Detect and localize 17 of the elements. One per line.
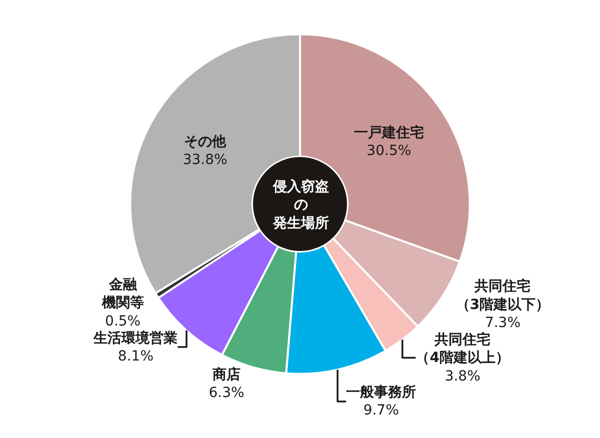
slice-label: 商店	[212, 366, 241, 383]
data-label: 30.5%	[366, 143, 412, 160]
slice-label: 金融機関等	[100, 276, 144, 312]
slice-label: その他	[184, 134, 228, 150]
data-label: 3.8%	[444, 368, 480, 384]
data-label: 9.7%	[363, 402, 399, 419]
slice-label: 生活環境営業	[92, 329, 178, 346]
slice-label: 一戸建住宅	[354, 124, 424, 142]
slice-label: 共同住宅（4階建以上）	[416, 331, 510, 366]
data-label: 8.1%	[118, 348, 154, 365]
data-label: 33.8%	[182, 152, 228, 168]
text: 侵入窃盗の発生場所	[272, 178, 329, 232]
data-label: 6.3%	[208, 385, 244, 402]
data-label: 0.5%	[105, 313, 141, 330]
slice-label: 共同住宅（3階建以下）	[456, 278, 550, 313]
data-label: 7.3%	[484, 315, 521, 332]
slice-label: 一般事務所	[346, 384, 416, 400]
